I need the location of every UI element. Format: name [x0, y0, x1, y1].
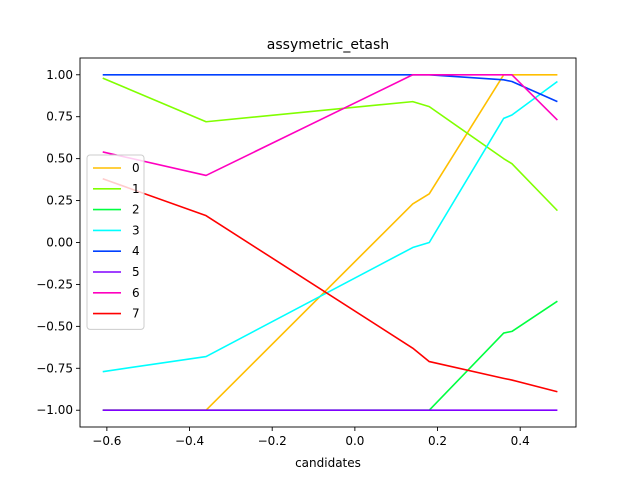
- y-tick-label: −0.25: [36, 277, 73, 291]
- x-tick-label: 0.4: [511, 434, 530, 448]
- y-tick-label: −0.50: [36, 319, 73, 333]
- y-tick-label: 1.00: [46, 68, 73, 82]
- legend-label-6: 6: [132, 286, 140, 300]
- legend-label-5: 5: [132, 265, 140, 279]
- legend-label-0: 0: [132, 161, 140, 175]
- x-tick-label: −0.2: [258, 434, 287, 448]
- series-line-3: [102, 80, 558, 373]
- legend-box: [86, 154, 145, 330]
- x-axis-label: candidates: [295, 456, 361, 470]
- y-tick-label: 0.75: [46, 110, 73, 124]
- chart-title: assymetric_etash: [267, 37, 389, 53]
- legend-label-7: 7: [132, 307, 140, 321]
- x-tick-label: −0.4: [175, 434, 204, 448]
- legend-label-3: 3: [132, 223, 140, 237]
- x-tick-label: 0.2: [428, 434, 447, 448]
- legend-label-2: 2: [132, 203, 140, 217]
- y-tick-label: −0.75: [36, 361, 73, 375]
- y-tick-label: 0.00: [46, 236, 73, 250]
- legend-label-1: 1: [132, 182, 140, 196]
- y-tick-label: −1.00: [36, 403, 73, 417]
- y-tick-label: 0.25: [46, 194, 73, 208]
- y-tick-label: 0.50: [46, 152, 73, 166]
- x-tick-label: 0.0: [345, 434, 364, 448]
- legend-label-4: 4: [132, 244, 140, 258]
- series-line-1: [102, 77, 558, 212]
- legend: 0 1 2 3 4 5 6 7: [86, 154, 145, 330]
- axes: −0.6 −0.4 −0.2 0.0 0.2 0.4 −1.00 −0.75 −0.50 −0.2…: [36, 57, 577, 448]
- series-line-7: [102, 178, 558, 393]
- x-tick-label: −0.6: [92, 434, 121, 448]
- series-line-6: [102, 73, 558, 177]
- plot-lines: [102, 73, 558, 412]
